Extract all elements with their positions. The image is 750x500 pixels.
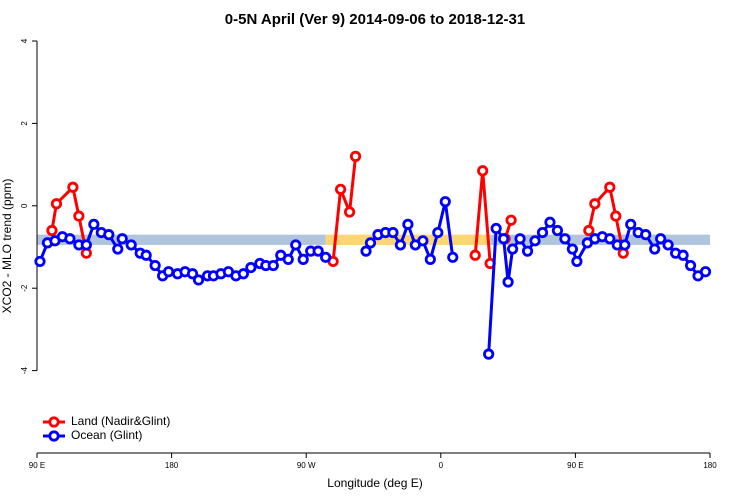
legend-label: Ocean (Glint) [71,428,142,442]
point [125,239,137,251]
point [290,239,302,251]
point [267,259,279,272]
point [447,251,459,263]
point [297,253,309,265]
point [559,233,571,245]
point [343,206,356,218]
point [34,255,46,268]
point [64,233,76,245]
point [662,239,674,251]
point [583,224,595,237]
x-tick-label: 0 [439,461,444,470]
point [589,198,601,210]
x-axis-label: Longitude (deg E) [327,476,422,490]
point [521,245,534,257]
point [402,218,414,230]
point [483,348,495,360]
series-line [50,156,625,264]
point [684,259,697,272]
point [46,224,58,237]
point [610,210,622,222]
point [116,233,128,245]
point [282,253,294,265]
point [349,150,362,162]
point [88,218,100,230]
point [149,259,161,272]
y-tick-label: -2 [20,284,29,292]
point [625,218,637,230]
x-tick-label: 90 E [29,461,45,470]
point [334,183,347,195]
x-tick-label: 180 [165,461,179,470]
point [544,216,556,228]
point [103,229,115,241]
point [604,181,616,193]
point [502,276,514,288]
point [439,196,451,208]
reference-band [37,234,326,245]
point [163,266,175,278]
x-tick-label: 180 [703,461,717,470]
point [394,239,407,251]
point [112,243,124,255]
point [73,210,85,222]
point [469,249,481,261]
point [312,245,324,257]
y-tick-label: 0 [20,203,29,208]
y-tick-label: -4 [20,366,29,374]
point [514,233,526,245]
point [551,224,564,237]
y-axis-label: XCO2 - MLO trend (ppm) [0,179,14,314]
y-tick-label: 2 [20,121,29,126]
point [649,243,661,255]
x-tick-label: 90 W [297,461,316,470]
point [506,243,519,255]
reference-band [325,234,491,245]
point [424,253,436,265]
point [364,237,377,249]
point [432,226,444,239]
point [677,249,689,261]
point [604,233,616,245]
point [237,268,249,280]
point [536,226,549,239]
point [505,214,517,226]
point [186,268,199,280]
point [360,245,372,257]
point [571,255,583,268]
point [655,233,667,245]
point [417,235,429,247]
x-tick-label: 90 E [567,461,583,470]
point [640,229,652,241]
point [699,266,712,278]
point [320,251,332,263]
point [566,243,579,255]
point [477,165,489,177]
y-tick-label: 4 [20,38,29,43]
legend-label: Land (Nadir&Glint) [71,414,170,428]
point [498,233,510,245]
chart-title: 0-5N April (Ver 9) 2014-09-06 to 2018-12… [225,11,525,28]
point [50,198,63,210]
point [490,222,502,235]
point [387,226,399,239]
legend-marker [48,430,60,442]
point [80,239,92,251]
point [529,235,541,247]
point [140,249,152,261]
point [619,239,631,251]
point [67,181,79,193]
point [245,261,257,274]
point [192,274,205,286]
series-line [38,201,707,355]
legend-marker [48,416,60,428]
